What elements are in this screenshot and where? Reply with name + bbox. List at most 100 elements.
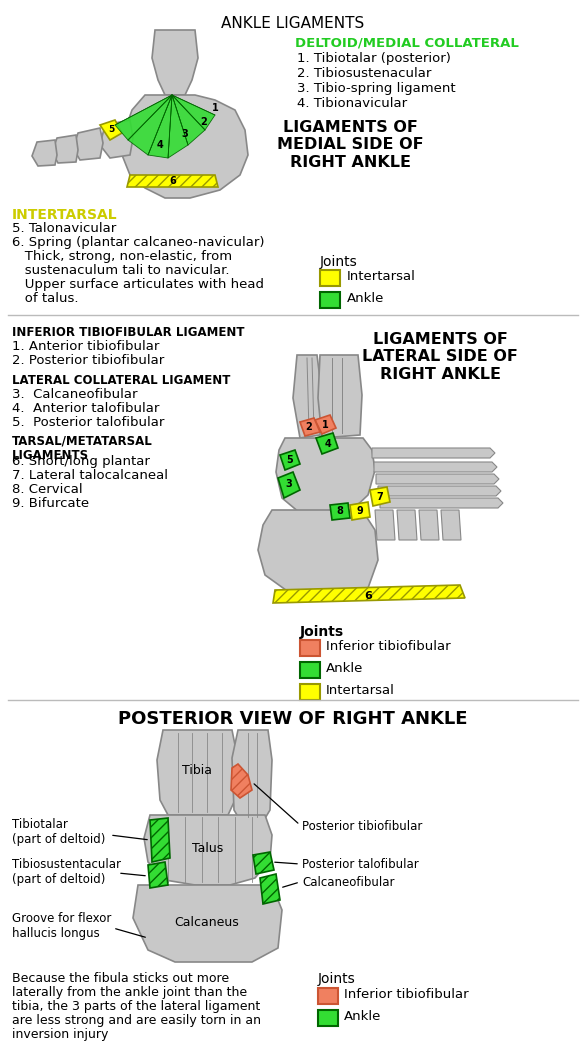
Text: 6: 6 [364,591,372,601]
Polygon shape [258,510,378,595]
Text: Tibia: Tibia [182,763,212,776]
Polygon shape [232,730,272,820]
Polygon shape [376,474,499,484]
FancyBboxPatch shape [320,270,340,286]
Polygon shape [150,819,170,862]
Text: Upper surface articulates with head: Upper surface articulates with head [12,279,264,291]
Polygon shape [157,730,238,815]
Text: 7. Lateral talocalcaneal: 7. Lateral talocalcaneal [12,469,168,482]
Text: Inferior tibiofibular: Inferior tibiofibular [344,988,469,1001]
Text: 4. Tibionavicular: 4. Tibionavicular [297,97,407,109]
Text: 5: 5 [108,125,114,135]
Text: of talus.: of talus. [12,292,79,305]
Polygon shape [350,502,370,520]
Polygon shape [375,510,395,540]
Text: 2. Posterior tibiofibular: 2. Posterior tibiofibular [12,354,164,367]
Polygon shape [100,120,122,140]
Text: sustenaculum tali to navicular.: sustenaculum tali to navicular. [12,264,230,277]
Polygon shape [52,135,78,163]
Text: Intertarsal: Intertarsal [347,270,416,283]
Text: Ankle: Ankle [344,1010,381,1023]
Text: Ankle: Ankle [347,292,384,305]
FancyBboxPatch shape [300,640,320,656]
Text: Inferior tibiofibular: Inferior tibiofibular [326,640,451,653]
Polygon shape [127,175,218,187]
Text: 6. Spring (plantar calcaneo-navicular): 6. Spring (plantar calcaneo-navicular) [12,236,264,249]
Polygon shape [152,30,198,95]
FancyBboxPatch shape [318,1010,338,1026]
Text: INTERTARSAL: INTERTARSAL [12,208,118,222]
Text: Thick, strong, non-elastic, from: Thick, strong, non-elastic, from [12,250,232,263]
Text: Calcaneus: Calcaneus [175,915,239,928]
Polygon shape [380,497,503,508]
Text: 8. Cervical: 8. Cervical [12,483,83,496]
Polygon shape [122,95,248,198]
Text: inversion injury: inversion injury [12,1028,108,1041]
Text: 3: 3 [182,129,188,139]
Text: 7: 7 [377,492,383,502]
Polygon shape [397,510,417,540]
Polygon shape [318,355,362,438]
Text: 5: 5 [287,455,294,465]
FancyBboxPatch shape [318,988,338,1003]
Text: Joints: Joints [318,972,356,986]
Polygon shape [378,486,501,496]
Polygon shape [128,95,172,155]
Text: ANKLE LIGAMENTS: ANKLE LIGAMENTS [222,16,364,31]
Polygon shape [73,128,103,161]
Polygon shape [370,487,390,506]
Text: 3: 3 [285,479,292,489]
Polygon shape [172,95,215,130]
Polygon shape [148,95,172,158]
Text: Intertarsal: Intertarsal [326,684,395,697]
Text: TARSAL/METATARSAL
LIGAMENTS: TARSAL/METATARSAL LIGAMENTS [12,434,153,462]
Text: 2: 2 [306,422,312,432]
Text: 9. Bifurcate: 9. Bifurcate [12,497,89,510]
Text: 3. Tibio-spring ligament: 3. Tibio-spring ligament [297,82,456,95]
Text: Posterior tibiofibular: Posterior tibiofibular [302,820,423,833]
FancyBboxPatch shape [300,662,320,678]
Text: 1. Tibiotalar (posterior): 1. Tibiotalar (posterior) [297,52,451,65]
Text: INFERIOR TIBIOFIBULAR LIGAMENT: INFERIOR TIBIOFIBULAR LIGAMENT [12,326,244,339]
Text: 4: 4 [156,140,163,150]
Polygon shape [315,415,336,434]
Text: Tibiosustentacular
(part of deltoid): Tibiosustentacular (part of deltoid) [12,858,121,885]
Polygon shape [144,815,272,885]
Text: 4: 4 [325,439,331,449]
Polygon shape [133,885,282,962]
Polygon shape [148,862,168,888]
Text: Because the fibula sticks out more: Because the fibula sticks out more [12,972,229,985]
Text: 4.  Anterior talofibular: 4. Anterior talofibular [12,402,159,415]
Text: 1: 1 [212,103,219,113]
Text: Posterior talofibular: Posterior talofibular [302,858,419,871]
Polygon shape [172,95,205,145]
Polygon shape [115,95,172,140]
Polygon shape [32,140,57,166]
Text: Talus: Talus [192,842,224,855]
Polygon shape [231,764,252,798]
Polygon shape [276,438,375,514]
Polygon shape [260,874,280,904]
Text: LIGAMENTS OF
LATERAL SIDE OF
RIGHT ANKLE: LIGAMENTS OF LATERAL SIDE OF RIGHT ANKLE [362,332,518,382]
FancyBboxPatch shape [300,684,320,701]
Text: Joints: Joints [320,255,357,269]
Text: laterally from the ankle joint than the: laterally from the ankle joint than the [12,986,247,999]
Text: 2. Tibiosustenacular: 2. Tibiosustenacular [297,67,431,80]
Text: 3.  Calcaneofibular: 3. Calcaneofibular [12,388,138,401]
Text: 1: 1 [322,420,328,431]
Text: 6: 6 [169,176,176,186]
Polygon shape [330,503,350,520]
Polygon shape [316,433,338,454]
Text: Ankle: Ankle [326,662,363,675]
Text: Joints: Joints [300,625,344,639]
Text: Groove for flexor
hallucis longus: Groove for flexor hallucis longus [12,912,111,940]
Polygon shape [253,853,274,874]
Text: are less strong and are easily torn in an: are less strong and are easily torn in a… [12,1014,261,1027]
Polygon shape [100,120,133,158]
Text: tibia, the 3 parts of the lateral ligament: tibia, the 3 parts of the lateral ligame… [12,1000,260,1013]
Polygon shape [273,585,465,603]
Polygon shape [278,472,300,497]
Text: Tibiotalar
(part of deltoid): Tibiotalar (part of deltoid) [12,819,105,846]
Text: POSTERIOR VIEW OF RIGHT ANKLE: POSTERIOR VIEW OF RIGHT ANKLE [118,710,468,728]
Text: 2: 2 [200,117,207,126]
